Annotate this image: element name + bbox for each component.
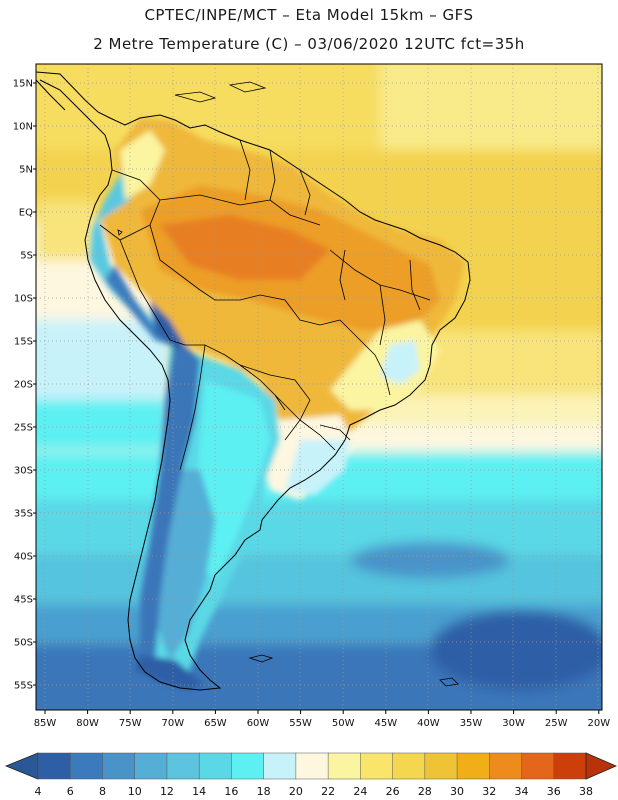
colorbar-swatch (295, 752, 329, 780)
colorbar-swatch (231, 752, 265, 780)
lon-label: 75W (119, 718, 142, 729)
colorbar-label: 32 (482, 785, 496, 798)
colorbar-right-arrow (585, 752, 618, 780)
country-borders (99, 139, 431, 471)
lon-label: 60W (247, 718, 270, 729)
colorbar-label: 4 (35, 785, 42, 798)
lat-label: 5S (20, 251, 33, 262)
colorbar-label: 26 (386, 785, 400, 798)
colorbar-label: 16 (224, 785, 238, 798)
lon-label: 80W (76, 718, 99, 729)
colorbar-label: 24 (353, 785, 367, 798)
lon-label: 70W (161, 718, 184, 729)
lat-label: 55S (14, 681, 33, 692)
colorbar-swatch (521, 752, 555, 780)
lon-label: 85W (34, 718, 57, 729)
lat-label: 45S (14, 595, 33, 606)
lat-label: 5N (19, 165, 33, 176)
colorbar-label: 18 (257, 785, 271, 798)
colorbar-left-arrow (4, 752, 39, 780)
lon-label: 45W (374, 718, 397, 729)
colorbar-label: 34 (515, 785, 529, 798)
colorbar-label: 30 (450, 785, 464, 798)
colorbar-label: 38 (579, 785, 593, 798)
lon-label: 40W (417, 718, 440, 729)
colorbar-swatch (489, 752, 523, 780)
lat-label: 30S (14, 466, 33, 477)
lat-label: 40S (14, 552, 33, 563)
colorbar-swatch (392, 752, 426, 780)
colorbar-label: 36 (547, 785, 561, 798)
lon-label: 20W (587, 718, 610, 729)
lon-label: 50W (332, 718, 355, 729)
colorbar-label: 14 (192, 785, 206, 798)
map-frame (35, 63, 603, 711)
lat-label: 25S (14, 423, 33, 434)
colorbar: 4 6 8 10 12 14 16 18 20 22 24 26 28 30 32 34 36 38 (4, 752, 618, 798)
coastline (36, 71, 471, 691)
chart-title-line1: CPTEC/INPE/MCT – Eta Model 15km – GFS (144, 6, 474, 24)
colorbar-swatch (456, 752, 491, 780)
lat-label: 15S (14, 337, 33, 348)
colorbar-swatch (198, 752, 233, 780)
lat-label: 10S (14, 294, 33, 305)
colorbar-swatch (69, 752, 104, 780)
chart-title-line2: 2 Metre Temperature (C) – 03/06/2020 12U… (93, 35, 525, 53)
colorbar-swatch (327, 752, 362, 780)
lat-label: 10N (13, 122, 33, 133)
lat-label: 20S (14, 380, 33, 391)
lat-label: 35S (14, 509, 33, 520)
lat-label: EQ (19, 208, 33, 219)
lon-label: 25W (545, 718, 568, 729)
colorbar-swatch (37, 752, 71, 780)
colorbar-swatch (553, 752, 587, 780)
colorbar-label: 6 (67, 785, 74, 798)
colorbar-label: 22 (321, 785, 335, 798)
temperature-field (36, 64, 602, 710)
colorbar-swatch (166, 752, 200, 780)
longitude-labels: 85W 80W 75W 70W 65W 60W 55W 50W 45W 40W 35W 30W 25W 2… (34, 710, 610, 729)
colorbar-swatch (360, 752, 394, 780)
lon-label: 35W (460, 718, 483, 729)
colorbar-label: 10 (128, 785, 142, 798)
colorbar-label: 20 (289, 785, 303, 798)
colorbar-label: 28 (418, 785, 432, 798)
lon-label: 30W (502, 718, 525, 729)
colorbar-swatch (263, 752, 297, 780)
colorbar-swatch (102, 752, 136, 780)
latitude-labels: 15N 10N 5N EQ 5S 10S 15S 20S 25S 30S 35S 40S 45S 50S 5… (13, 79, 36, 692)
lon-label: 55W (289, 718, 312, 729)
colorbar-label: 12 (160, 785, 174, 798)
colorbar-swatch (134, 752, 168, 780)
colorbar-label: 8 (99, 785, 106, 798)
lat-label: 50S (14, 638, 33, 649)
lat-label: 15N (13, 79, 33, 90)
lon-label: 65W (204, 718, 227, 729)
colorbar-swatch (424, 752, 458, 780)
